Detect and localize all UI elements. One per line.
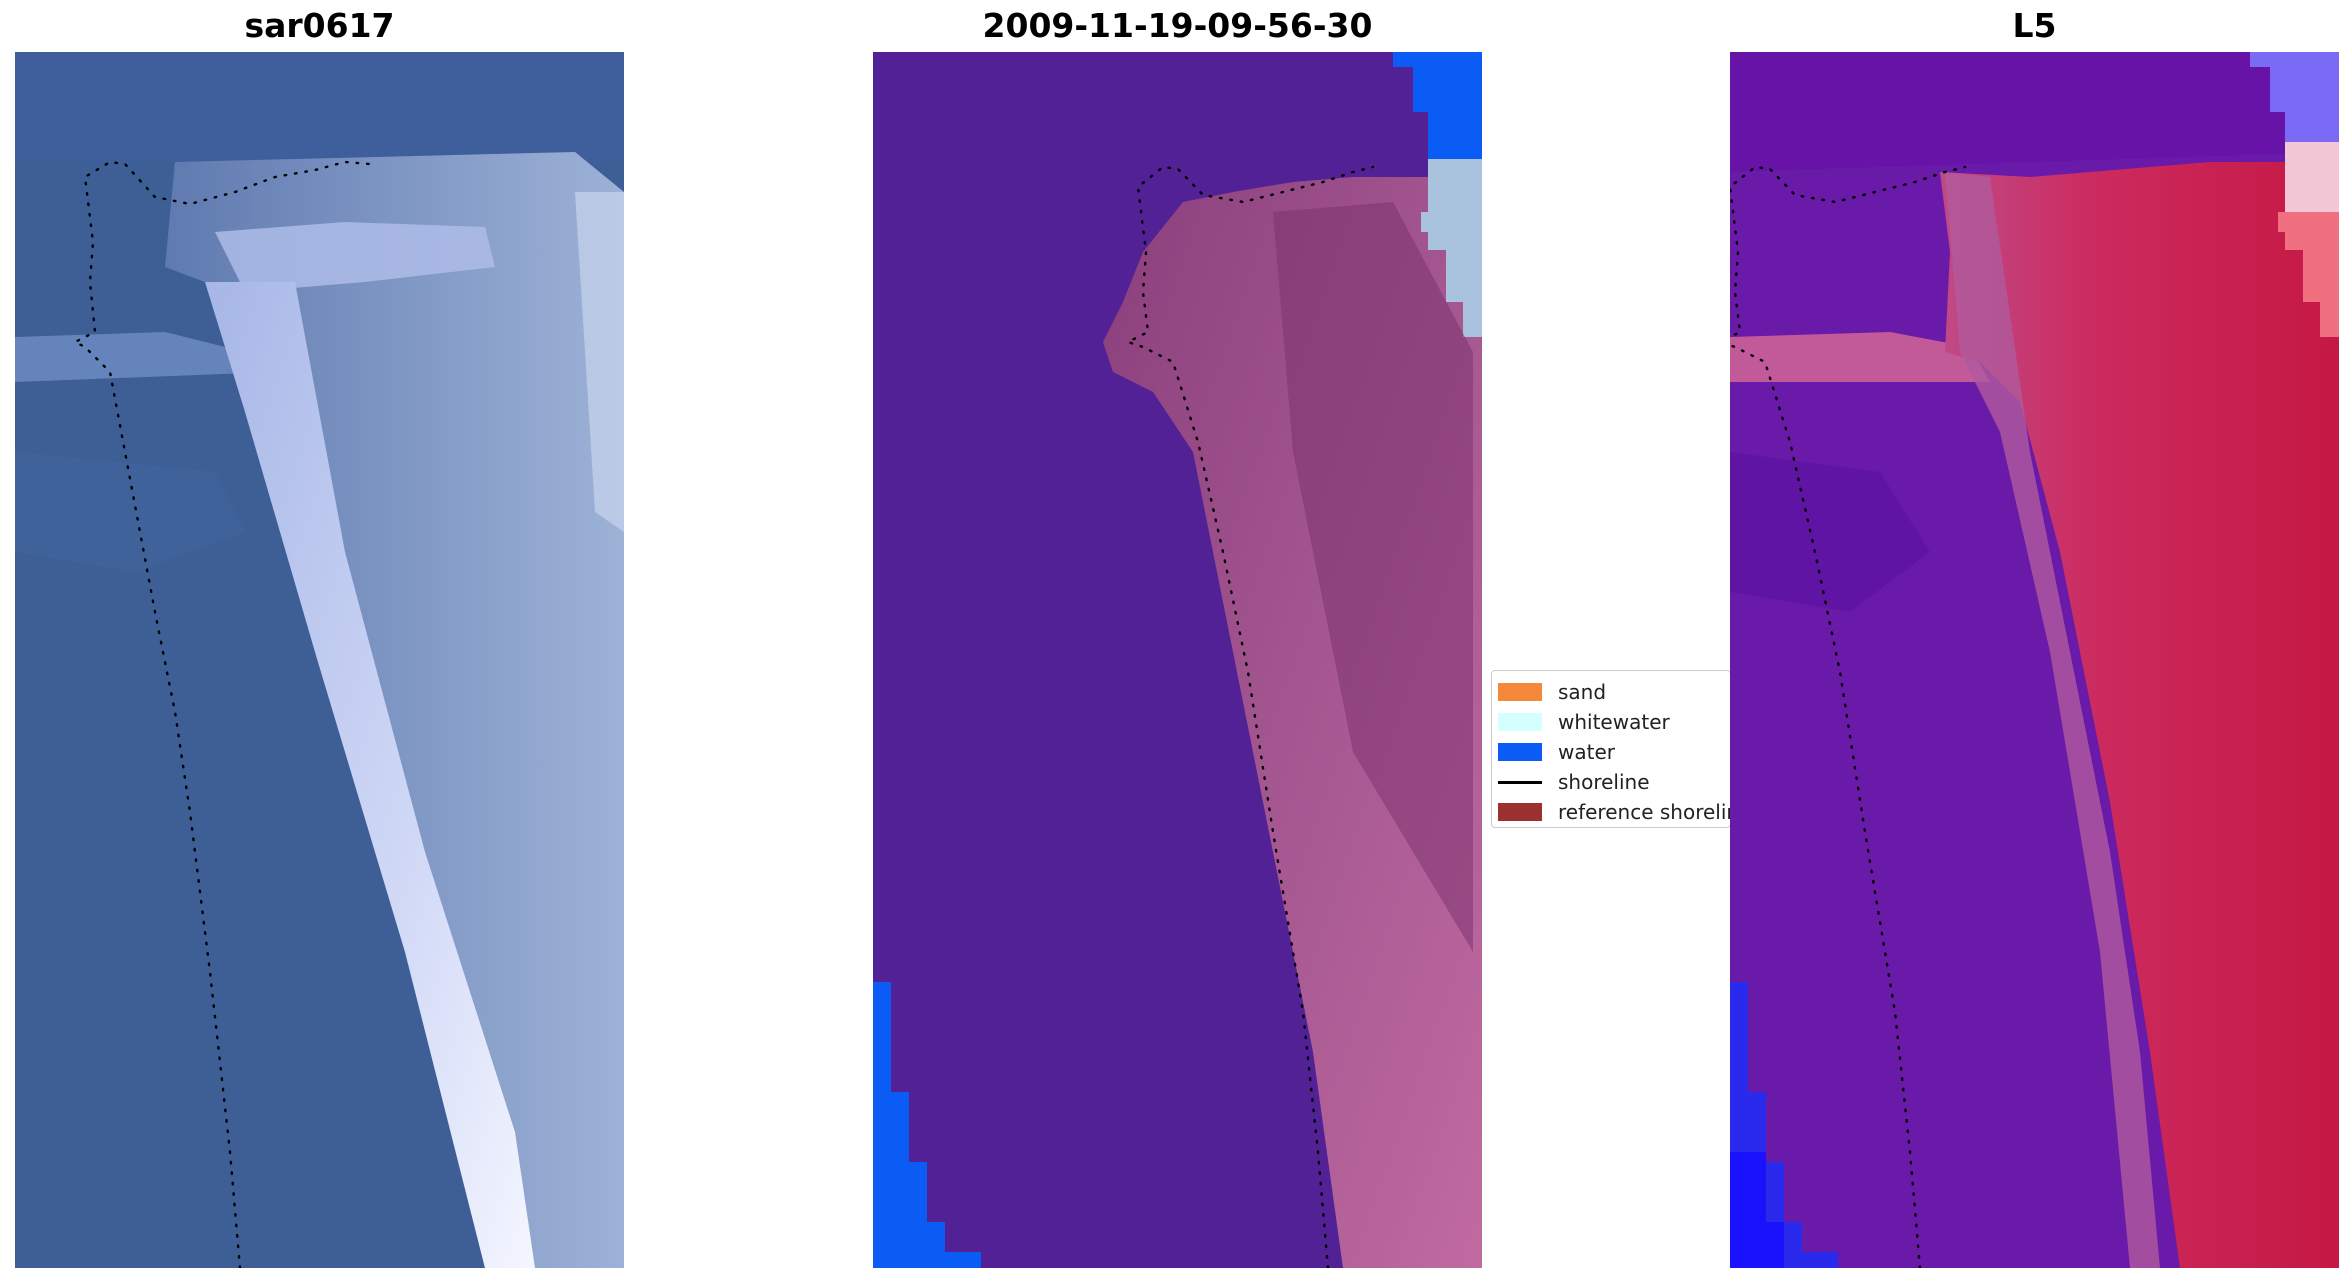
legend-item-sand: sand	[1498, 679, 1606, 705]
legend-swatch-reference-shoreline	[1498, 803, 1542, 821]
legend-item-water: water	[1498, 739, 1615, 765]
shoreline-markers	[72, 160, 372, 1268]
legend-item-reference-shoreline: reference shoreline	[1498, 799, 1730, 825]
shoreline-markers	[1730, 165, 1967, 1268]
panel-title-3: L5	[2012, 6, 2057, 45]
rgb-image	[15, 52, 624, 1268]
panel-title-1: sar0617	[244, 6, 395, 45]
classified-image	[873, 52, 1482, 1268]
shoreline-markers	[1124, 165, 1375, 1268]
land-index	[1940, 162, 2339, 1268]
rgb-image-panel	[15, 52, 624, 1268]
legend-swatch-shoreline	[1498, 780, 1542, 784]
whitewater-class	[1421, 159, 1482, 337]
index-image-panel	[1730, 52, 2339, 1268]
legend: sand whitewater water shoreline referenc…	[1491, 670, 1731, 828]
water-class-top	[1393, 52, 1482, 159]
index-image	[1730, 52, 2339, 1268]
water-class-bottom	[873, 982, 981, 1268]
legend-swatch-whitewater	[1498, 713, 1542, 731]
beach-strip	[205, 282, 535, 1268]
water-index-top	[2250, 52, 2339, 162]
classified-image-panel	[873, 52, 1482, 1268]
legend-item-whitewater: whitewater	[1498, 709, 1670, 735]
legend-swatch-sand	[1498, 683, 1542, 701]
panel-title-2: 2009-11-19-09-56-30	[982, 6, 1373, 45]
legend-swatch-water	[1498, 743, 1542, 761]
sand-spit-index	[1730, 332, 1990, 382]
legend-item-shoreline: shoreline	[1498, 769, 1650, 795]
